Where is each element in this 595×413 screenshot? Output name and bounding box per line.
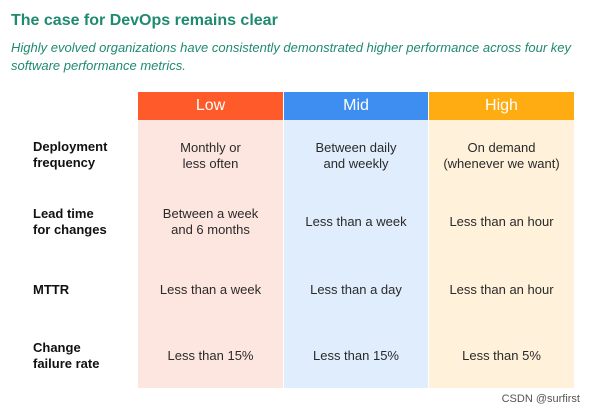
- cell-high-change-failure-rate: Less than 5%: [462, 348, 541, 363]
- low-column-background: [138, 120, 283, 388]
- mid-column-background: [284, 120, 428, 388]
- cell-low-deployment-frequency: Monthly or less often: [180, 140, 241, 171]
- row-label-change-failure-rate: Change failure rate: [33, 340, 100, 371]
- cell-mid-deployment-frequency: Between daily and weekly: [315, 140, 397, 171]
- page-subtitle: Highly evolved organizations have consis…: [11, 40, 572, 73]
- high-column-background: [429, 120, 574, 388]
- mid-column-header: Mid: [284, 92, 428, 120]
- cell-low-mttr: Less than a week: [159, 282, 262, 297]
- cell-mid-lead-time: Less than a week: [305, 214, 407, 229]
- high-column-header: High: [429, 92, 574, 120]
- cell-high-deployment-frequency: On demand (whenever we want): [443, 140, 560, 171]
- page-title: The case for DevOps remains clear: [11, 12, 278, 29]
- cell-low-lead-time: Between a week and 6 months: [162, 206, 259, 237]
- watermark-text: CSDN @surfirst: [501, 393, 580, 405]
- row-label-mttr: MTTR: [33, 282, 70, 297]
- cell-mid-mttr: Less than a day: [310, 282, 402, 297]
- row-label-deployment-frequency: Deployment frequency: [33, 139, 108, 170]
- cell-high-mttr: Less than an hour: [449, 282, 554, 297]
- row-label-lead-time: Lead time for changes: [33, 206, 107, 237]
- low-column-header: Low: [138, 92, 283, 120]
- cell-high-lead-time: Less than an hour: [449, 214, 554, 229]
- cell-mid-change-failure-rate: Less than 15%: [312, 348, 399, 363]
- cell-low-change-failure-rate: Less than 15%: [167, 348, 254, 363]
